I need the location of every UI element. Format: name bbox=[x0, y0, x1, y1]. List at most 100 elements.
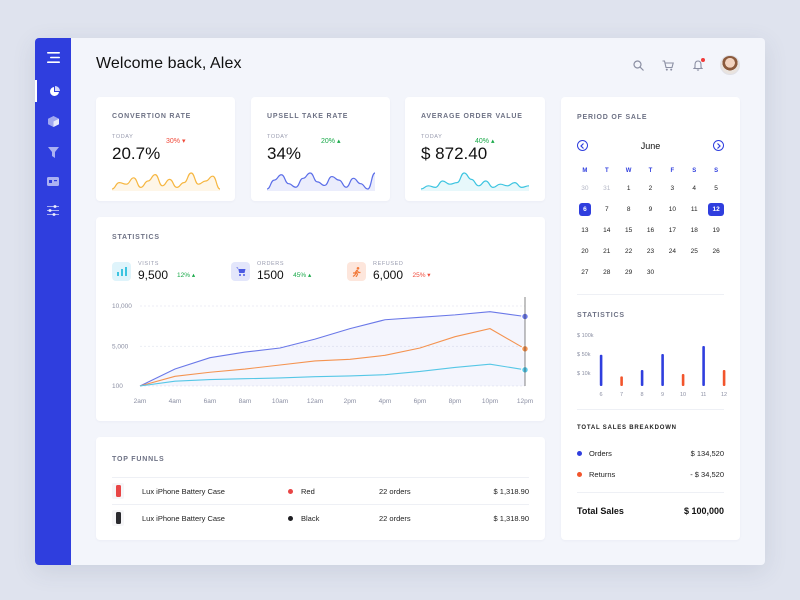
kpi-card-aov: AVERAGE ORDER VALUE TODAY 40% ▴ $ 872.40 bbox=[405, 97, 545, 201]
calendar-day[interactable]: 2 bbox=[648, 185, 653, 192]
product-color: Red bbox=[288, 487, 379, 496]
x-tick-label: 6pm bbox=[414, 398, 427, 405]
calendar-day-selected[interactable]: 6 bbox=[574, 199, 596, 220]
weekday-label: T bbox=[604, 168, 609, 174]
calendar-day[interactable]: 7 bbox=[604, 206, 609, 213]
sliders-icon[interactable] bbox=[35, 199, 71, 221]
weekday-label: S bbox=[692, 168, 697, 174]
y-tick-label: 10,000 bbox=[112, 303, 132, 310]
calendar-day[interactable]: 25 bbox=[690, 248, 698, 255]
weekday-label: S bbox=[714, 168, 719, 174]
calendar-day[interactable]: 19 bbox=[712, 227, 720, 234]
prev-month-button[interactable] bbox=[577, 140, 588, 151]
period-title: PERIOD OF SALE bbox=[577, 114, 648, 121]
period-panel: PERIOD OF SALE June M T W T F S S 30 31 1 2 3 4 5 6 7 8 9… bbox=[561, 97, 740, 540]
cube-icon[interactable] bbox=[35, 110, 71, 132]
weekday-label: W bbox=[625, 168, 632, 174]
calendar-day[interactable]: 8 bbox=[626, 206, 631, 213]
calendar-day[interactable]: 14 bbox=[603, 227, 611, 234]
kpi-card-conversion: CONVERTION RATE TODAY 30% ▾ 20.7% bbox=[96, 97, 235, 201]
calendar-day[interactable]: 26 bbox=[712, 248, 720, 255]
weekday-label: T bbox=[648, 168, 653, 174]
breakdown-orders-row: Orders $ 134,520 bbox=[577, 449, 724, 458]
notification-badge bbox=[701, 58, 705, 62]
calendar-day[interactable]: 31 bbox=[603, 185, 611, 192]
calendar-day[interactable]: 30 bbox=[646, 269, 655, 276]
calendar-day[interactable]: 9 bbox=[648, 206, 653, 213]
calendar-day[interactable]: 21 bbox=[603, 248, 611, 255]
calendar-day[interactable]: 23 bbox=[646, 248, 655, 255]
pie-chart-icon[interactable] bbox=[35, 80, 71, 102]
x-tick-label: 11 bbox=[701, 392, 707, 398]
avatar[interactable] bbox=[720, 55, 740, 75]
breakdown-orders-value: $ 134,520 bbox=[690, 449, 724, 458]
kpi-change: 20% ▴ bbox=[321, 138, 341, 145]
bar[interactable] bbox=[661, 354, 664, 386]
x-tick-label: 6 bbox=[599, 392, 602, 398]
x-tick-label: 10 bbox=[680, 392, 686, 398]
kpi-change: 40% ▴ bbox=[475, 138, 495, 145]
calendar-day[interactable]: 11 bbox=[690, 206, 698, 213]
calendar-day[interactable]: 27 bbox=[581, 269, 589, 276]
bar[interactable] bbox=[702, 346, 705, 386]
kpi-value: 20.7% bbox=[112, 144, 161, 163]
runner-icon bbox=[347, 262, 366, 281]
calendar-day[interactable]: 1 bbox=[626, 185, 631, 192]
x-tick-label: 12am bbox=[307, 398, 323, 405]
bar[interactable] bbox=[681, 374, 685, 386]
stat-label: VISITS bbox=[138, 261, 160, 267]
menu-icon[interactable] bbox=[35, 46, 71, 68]
bar[interactable] bbox=[722, 370, 726, 386]
stat-value: 9,500 bbox=[138, 268, 169, 282]
x-tick-label: 12pm bbox=[517, 398, 533, 405]
calendar-day[interactable]: 17 bbox=[668, 227, 676, 234]
weekday-label: F bbox=[670, 168, 675, 174]
calendar-day[interactable]: 20 bbox=[581, 248, 589, 255]
x-tick-label: 4am bbox=[169, 398, 182, 405]
calendar-day[interactable]: 5 bbox=[714, 185, 718, 192]
calendar-day[interactable]: 22 bbox=[625, 248, 633, 255]
bar[interactable] bbox=[640, 370, 644, 386]
order-count: 22 orders bbox=[379, 486, 411, 496]
calendar-day[interactable]: 10 bbox=[668, 206, 676, 213]
divider bbox=[112, 504, 529, 505]
next-month-button[interactable] bbox=[713, 140, 724, 151]
kpi-title: UPSELL TAKE RATE bbox=[267, 113, 349, 120]
calendar-day[interactable]: 3 bbox=[670, 185, 675, 192]
calendar-day[interactable]: 15 bbox=[625, 227, 633, 234]
series-line bbox=[139, 363, 526, 387]
y-tick-label: 100 bbox=[112, 383, 123, 390]
calendar-day[interactable]: 30 bbox=[581, 185, 589, 192]
bar[interactable] bbox=[599, 354, 603, 386]
calendar-day[interactable]: 13 bbox=[581, 227, 589, 234]
breakdown-orders-label: Orders bbox=[589, 449, 612, 458]
side-statistics-title: STATISTICS bbox=[577, 312, 625, 319]
breakdown-title: TOTAL SALES BREAKDOWN bbox=[577, 425, 677, 431]
kpi-title: AVERAGE ORDER VALUE bbox=[421, 113, 523, 120]
sparkline-area bbox=[421, 173, 529, 191]
filter-icon[interactable] bbox=[35, 141, 71, 163]
breakdown-returns-row: Returns - $ 34,520 bbox=[577, 470, 724, 479]
calendar-day-selected[interactable]: 12 bbox=[705, 199, 727, 220]
kpi-period: TODAY bbox=[112, 134, 134, 140]
calendar-day[interactable]: 24 bbox=[668, 248, 676, 255]
card-icon[interactable] bbox=[35, 170, 71, 192]
funnel-row[interactable]: Lux iPhone Battery Case Black 22 orders … bbox=[112, 505, 529, 531]
calendar-day[interactable]: 16 bbox=[646, 227, 655, 234]
total-sales-value: $ 100,000 bbox=[683, 506, 724, 516]
side-statistics-bar-chart: $ 100k $ 50k $ 10k 6 7 8 9 10 11 12 bbox=[577, 333, 727, 398]
cart-icon[interactable] bbox=[660, 57, 676, 73]
notification-bell-icon[interactable] bbox=[690, 57, 706, 73]
y-tick-label: $ 50k bbox=[577, 352, 591, 358]
calendar-day[interactable]: 29 bbox=[625, 269, 633, 276]
bar[interactable] bbox=[620, 376, 623, 386]
funnel-row[interactable]: Lux iPhone Battery Case Red 22 orders $ … bbox=[112, 478, 529, 504]
calendar-day[interactable]: 4 bbox=[692, 185, 697, 192]
stat-label: ORDERS bbox=[257, 261, 285, 267]
stat-visits: VISITS 9,500 12% ▴ bbox=[112, 261, 195, 282]
calendar-day[interactable]: 18 bbox=[690, 227, 698, 234]
search-icon[interactable] bbox=[630, 57, 646, 73]
calendar-day[interactable]: 28 bbox=[603, 269, 611, 276]
order-amount: $ 1,318.90 bbox=[493, 513, 529, 523]
x-tick-label: 2am bbox=[134, 398, 147, 405]
